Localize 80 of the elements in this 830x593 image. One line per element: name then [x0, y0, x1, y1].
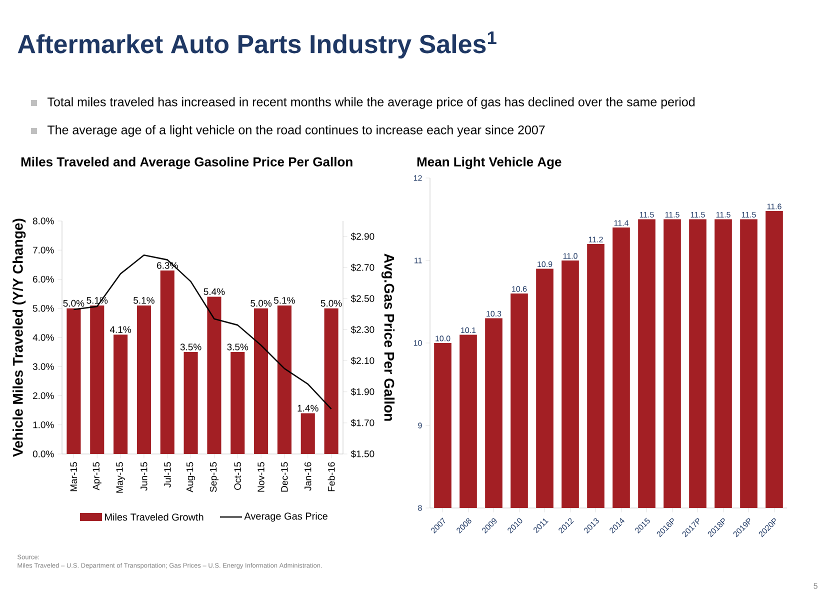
y-tick-label: 4.0%: [32, 334, 54, 341]
y-tick-label: 3.0%: [32, 363, 54, 370]
text: The average age of a light vehicle on the road continues to increase each year since 2007: [47, 125, 545, 137]
data-label: 11.5: [690, 212, 705, 218]
data-label: 3.5%: [180, 344, 202, 350]
data-label: 10.9: [538, 261, 552, 268]
x-tick-label: Apr-15: [92, 462, 102, 490]
x-tick-label: Sep-15: [210, 462, 219, 492]
x-tick-label: Jun-15: [140, 462, 148, 491]
x-tick-label: Jul-15: [164, 462, 171, 488]
x-tick-label: Oct-15: [234, 462, 241, 490]
y2-tick-label: $1.70: [350, 419, 374, 427]
data-label: 5.1%: [134, 297, 154, 304]
data-label: 11.4: [614, 220, 629, 226]
data-label: 10.1: [461, 327, 476, 334]
text: Total miles traveled has increased in recent months while the average price of gas has declined over the same period: [47, 97, 695, 109]
x-tick-label: May-15: [116, 462, 125, 493]
y-axis-title: Vehicle Miles Traveled (Y/Y Change): [12, 218, 26, 457]
y-tick-label: 11: [414, 258, 422, 264]
bar: [254, 308, 268, 454]
data-label: 11.5: [640, 212, 654, 218]
text: Aftermarket Auto Parts Industry Sales$^{1}$: [18, 32, 496, 58]
x-tick-label: Aug-15: [186, 462, 196, 492]
data-label: 11.5: [716, 212, 730, 218]
data-label: 11.5: [665, 212, 680, 218]
data-label: 10.6: [512, 286, 527, 292]
x-tick-label: Nov-15: [258, 462, 264, 492]
y-tick-label: 8.0%: [32, 218, 54, 224]
y-tick-label: 10: [414, 340, 422, 346]
y-tick-label: 7.0%: [33, 246, 54, 254]
data-label: 5.1%: [274, 297, 295, 304]
y2-tick-label: $1.90: [350, 388, 374, 396]
bar: [230, 352, 245, 454]
text: 5: [814, 583, 818, 589]
data-label: 5.0%: [63, 300, 84, 307]
y-tick-label: 5.0%: [32, 305, 54, 312]
legend-label: Average Gas Price: [244, 512, 328, 522]
y-tick-label: 12: [414, 175, 422, 181]
data-label: 11.2: [588, 236, 603, 242]
data-label: 3.5%: [227, 344, 248, 350]
bar: [324, 308, 338, 454]
data-label: 5.0%: [320, 300, 342, 307]
chart-title: Mean Light Vehicle Age: [417, 156, 562, 170]
y2-tick-label: $2.30: [350, 326, 374, 334]
y2-tick-label: $2.10: [350, 356, 374, 365]
data-label: 4.1%: [110, 326, 132, 333]
bar: [114, 334, 128, 454]
bar: [66, 308, 81, 454]
data-label: 10.3: [486, 310, 502, 317]
y-tick-label: 8: [418, 505, 422, 511]
x-tick-label: Jan-16: [304, 462, 312, 491]
y-tick-label: 1.0%: [33, 421, 54, 428]
y-tick-label: 6.0%: [33, 276, 54, 283]
y2-tick-label: $2.90: [350, 232, 374, 240]
y-tick-label: 0.0%: [32, 450, 54, 458]
x-tick-label: Dec-15: [281, 462, 288, 492]
y2-tick-label: $2.50: [350, 294, 374, 302]
bar: [300, 413, 315, 454]
bar: [160, 270, 174, 454]
y2-tick-label: $1.50: [350, 450, 374, 458]
y2-axis-title: Avg.Gas Price Per Gallon: [381, 254, 395, 421]
data-label: 5.4%: [204, 288, 225, 296]
bar: [277, 305, 292, 454]
data-label: 11.6: [767, 204, 782, 210]
chart-title: Miles Traveled and Average Gasoline Price Per Gallon: [21, 156, 352, 170]
y2-tick-label: $2.70: [350, 264, 374, 272]
x-tick-label: Feb-16: [328, 462, 335, 492]
bar: [184, 352, 198, 454]
data-label: 11.5: [742, 212, 756, 218]
bar: [207, 296, 222, 454]
data-label: 5.0%: [250, 300, 272, 307]
y-tick-label: 2.0%: [33, 392, 54, 400]
y-tick-label: 9: [418, 422, 422, 428]
x-tick-label: Mar-15: [70, 462, 78, 492]
legend-label: Miles Traveled Growth: [105, 513, 204, 521]
bar: [90, 305, 104, 454]
data-label: 11.0: [563, 253, 578, 259]
data-label: 10.0: [436, 336, 450, 342]
data-label: 1.4%: [298, 404, 318, 412]
bar: [136, 305, 151, 454]
